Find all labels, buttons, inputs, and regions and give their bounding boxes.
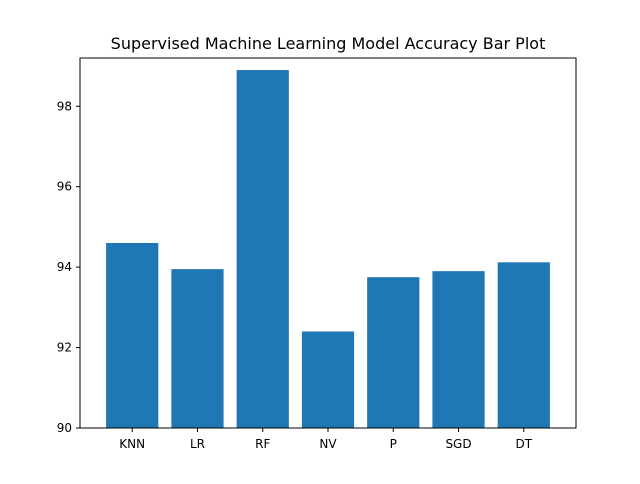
bar-rf [236,70,289,428]
x-tick-label: KNN [119,437,145,451]
x-tick-label: SGD [445,437,471,451]
bar-p [367,277,420,428]
bar-nv [301,331,355,428]
x-axis: KNN LR RF NV P SGD DT [119,428,533,451]
y-tick-label: 90 [57,421,72,435]
bar-knn [106,243,159,428]
y-tick-label: 96 [57,180,72,194]
plot-frame [79,57,577,429]
y-axis: 90 92 94 96 98 [57,99,80,435]
x-tick-label: RF [255,437,270,451]
x-tick-label: DT [516,437,533,451]
x-tick-label: NV [319,437,337,451]
x-tick-label: P [390,437,397,451]
y-tick-label: 92 [57,341,72,355]
y-tick-label: 94 [57,260,72,274]
x-tick-label: LR [190,437,205,451]
y-tick-label: 98 [57,99,72,113]
bar-sgd [432,271,485,428]
bar-dt [497,262,550,428]
chart-title: Supervised Machine Learning Model Accura… [111,34,546,53]
bars-group [106,70,550,428]
bar-lr [171,269,224,428]
